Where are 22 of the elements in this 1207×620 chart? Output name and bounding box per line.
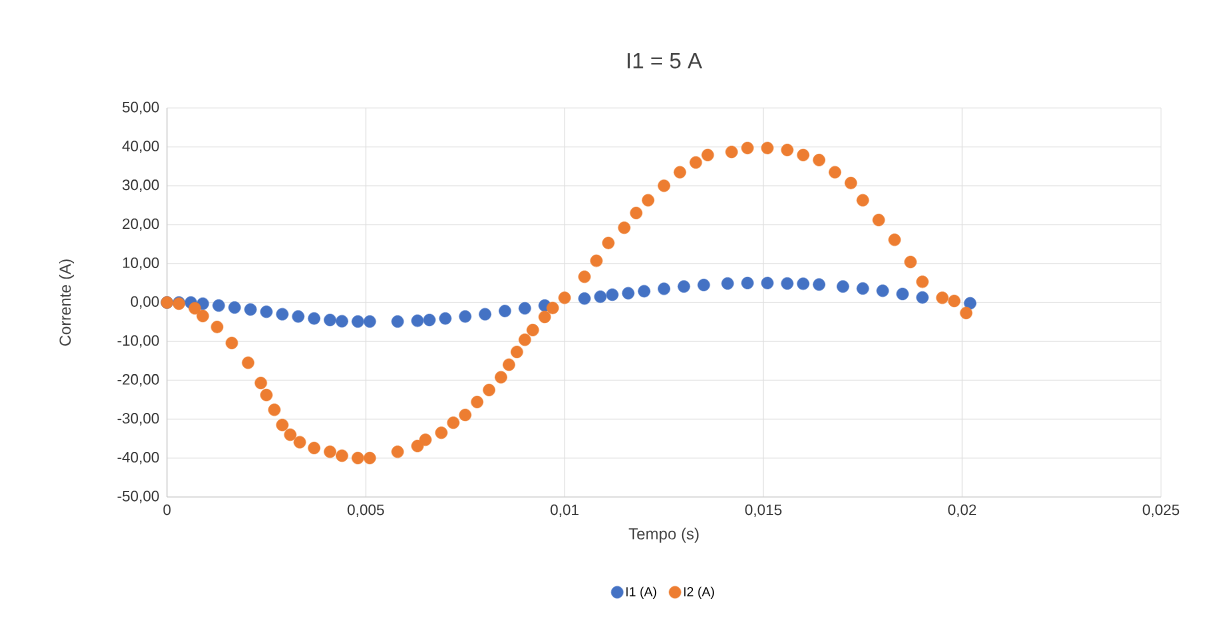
y-tick-label: -30,00 <box>117 412 159 426</box>
x-tick-label: 0,005 <box>347 504 384 517</box>
y-tick-label: 10,00 <box>123 257 159 270</box>
x-tick-label: 0,025 <box>1142 504 1180 517</box>
y-tick-label: -20,00 <box>117 374 159 387</box>
x-tick-label: 0,02 <box>948 504 977 517</box>
y-tick-label: 0,00 <box>130 296 159 309</box>
y-tick-label: 40,00 <box>122 140 159 154</box>
y-axis-title: Corrente (A) <box>59 259 75 346</box>
y-tick-label: -50,00 <box>117 490 159 504</box>
legend-label: I1 (A) <box>626 586 657 599</box>
x-tick-label: 0,015 <box>745 504 782 517</box>
y-tick-label: -40,00 <box>117 451 159 465</box>
y-tick-label: 30,00 <box>122 179 159 192</box>
legend-label: I2 (A) <box>684 586 714 599</box>
chart-title: I1 = 5 A <box>627 53 703 69</box>
y-tick-label: 50,00 <box>122 101 159 115</box>
y-tick-label: 20,00 <box>122 218 159 231</box>
y-tick-label: -10,00 <box>117 335 159 348</box>
x-axis-title: Tempo (s) <box>628 527 699 543</box>
x-tick-label: 0,01 <box>550 504 579 517</box>
x-tick-label: 0 <box>163 504 171 516</box>
